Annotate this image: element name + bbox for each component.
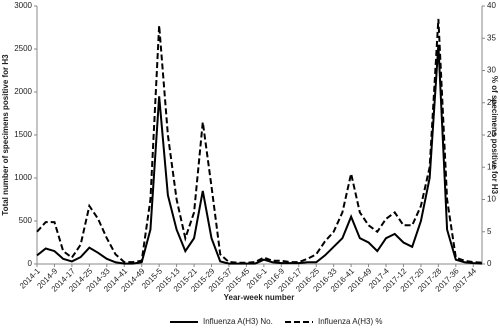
y2-tick-label: 10 xyxy=(487,195,496,204)
series-line xyxy=(36,18,483,264)
legend-label: Influenza A(H3) % xyxy=(318,317,382,326)
y-tick-label: 3000 xyxy=(14,1,32,10)
y-tick-label: 0 xyxy=(28,259,33,268)
x-axis-title: Year-week number xyxy=(224,293,295,302)
y-tick-label: 500 xyxy=(19,216,33,225)
legend-label: Influenza A(H3) No. xyxy=(203,317,273,326)
y2-tick-label: 15 xyxy=(487,162,496,171)
y-tick-label: 2500 xyxy=(14,44,32,53)
series-line xyxy=(36,44,483,265)
y-axis-title: Total number of specimens positive for H… xyxy=(1,54,10,216)
y-tick-label: 1000 xyxy=(14,173,32,182)
y2-axis-title: % of specimens positive for H3 xyxy=(490,76,499,195)
y2-tick-label: 20 xyxy=(487,130,496,139)
y2-tick-label: 40 xyxy=(487,1,496,10)
y2-tick-label: 35 xyxy=(487,33,496,42)
y2-tick-label: 25 xyxy=(487,98,496,107)
y-tick-label: 1500 xyxy=(14,130,32,139)
y2-tick-label: 5 xyxy=(487,227,492,236)
y-tick-label: 2000 xyxy=(14,87,32,96)
y2-tick-label: 0 xyxy=(487,259,492,268)
y2-tick-label: 30 xyxy=(487,66,496,75)
